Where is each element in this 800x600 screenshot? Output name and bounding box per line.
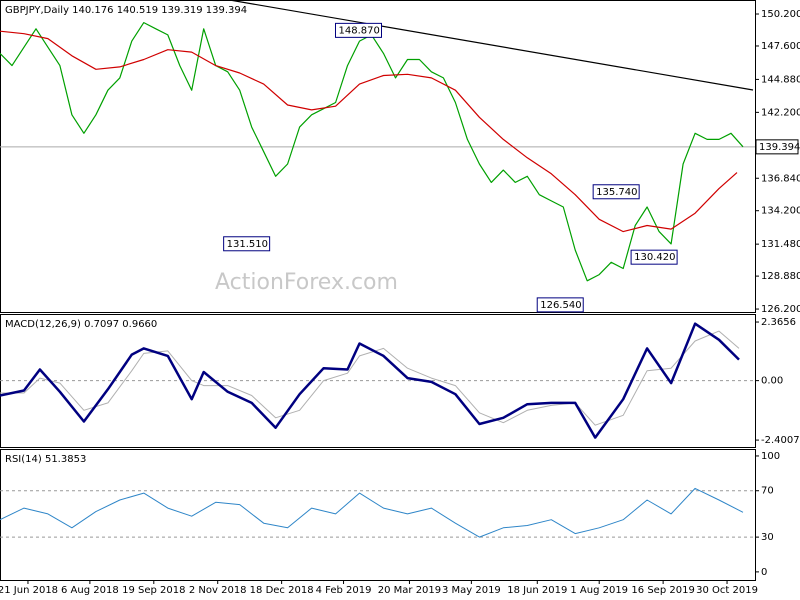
y-tick-label: 128.880 <box>761 271 800 282</box>
annotation-label: 148.870 <box>338 25 379 36</box>
panel-title: MACD(12,26,9) 0.7097 0.9660 <box>5 319 157 330</box>
y-tick-label: 131.480 <box>761 239 800 250</box>
annotation-label: 126.540 <box>540 300 581 311</box>
y-tick-label: 134.200 <box>761 206 800 217</box>
x-tick-label: 4 Feb 2019 <box>316 585 372 596</box>
x-tick-label: 20 Mar 2019 <box>378 585 441 596</box>
panel-title: RSI(14) 51.3853 <box>5 454 86 465</box>
annotation-box <box>630 249 678 265</box>
y-tick-label: 70 <box>761 486 774 497</box>
x-tick-label: 2 Nov 2018 <box>189 585 247 596</box>
y-tick-label: 100 <box>761 451 780 462</box>
x-tick-label: 30 Oct 2019 <box>696 585 758 596</box>
annotation-box <box>334 22 382 38</box>
y-tick-label: -2.4007 <box>761 435 800 446</box>
annotation-box <box>536 297 584 313</box>
trendline <box>229 0 754 91</box>
last-price-box <box>755 139 799 155</box>
y-tick-label: 150.200 <box>761 9 800 20</box>
y-tick-label: 126.200 <box>761 304 800 315</box>
y-tick-label: 147.600 <box>761 41 800 52</box>
x-tick-label: 3 May 2019 <box>442 585 501 596</box>
x-tick-label: 1 Aug 2019 <box>570 585 628 596</box>
series-line <box>0 322 740 439</box>
x-tick-label: 21 Jun 2018 <box>0 585 58 596</box>
x-tick-label: 18 Dec 2018 <box>250 585 314 596</box>
y-tick-label: 136.840 <box>761 173 800 184</box>
x-tick-label: 18 Jun 2019 <box>507 585 567 596</box>
y-tick-label: 142.200 <box>761 107 800 118</box>
annotation-label: 131.510 <box>227 239 268 250</box>
series-line <box>0 487 744 538</box>
annotation-label: 130.420 <box>634 252 675 263</box>
series-line <box>0 30 738 233</box>
y-tick-label: 0.00 <box>761 376 783 387</box>
x-tick-label: 16 Sep 2019 <box>631 585 694 596</box>
x-tick-label: 19 Sep 2018 <box>122 585 185 596</box>
annotation-box <box>223 236 271 252</box>
y-tick-label: 144.880 <box>761 74 800 85</box>
last-price-label: 139.394 <box>759 142 800 153</box>
panel-frame <box>0 449 756 581</box>
annotation-box <box>592 184 640 200</box>
x-tick-label: 6 Aug 2018 <box>61 585 119 596</box>
panel-frame <box>0 0 756 313</box>
y-tick-label: 0 <box>761 567 767 578</box>
annotation-label: 135.740 <box>596 187 637 198</box>
y-tick-label: 2.3656 <box>761 317 796 328</box>
y-tick-label: 30 <box>761 532 774 543</box>
panel-title: GBPJPY,Daily 140.176 140.519 139.319 139… <box>5 5 247 16</box>
watermark: ActionForex.com <box>215 270 398 295</box>
